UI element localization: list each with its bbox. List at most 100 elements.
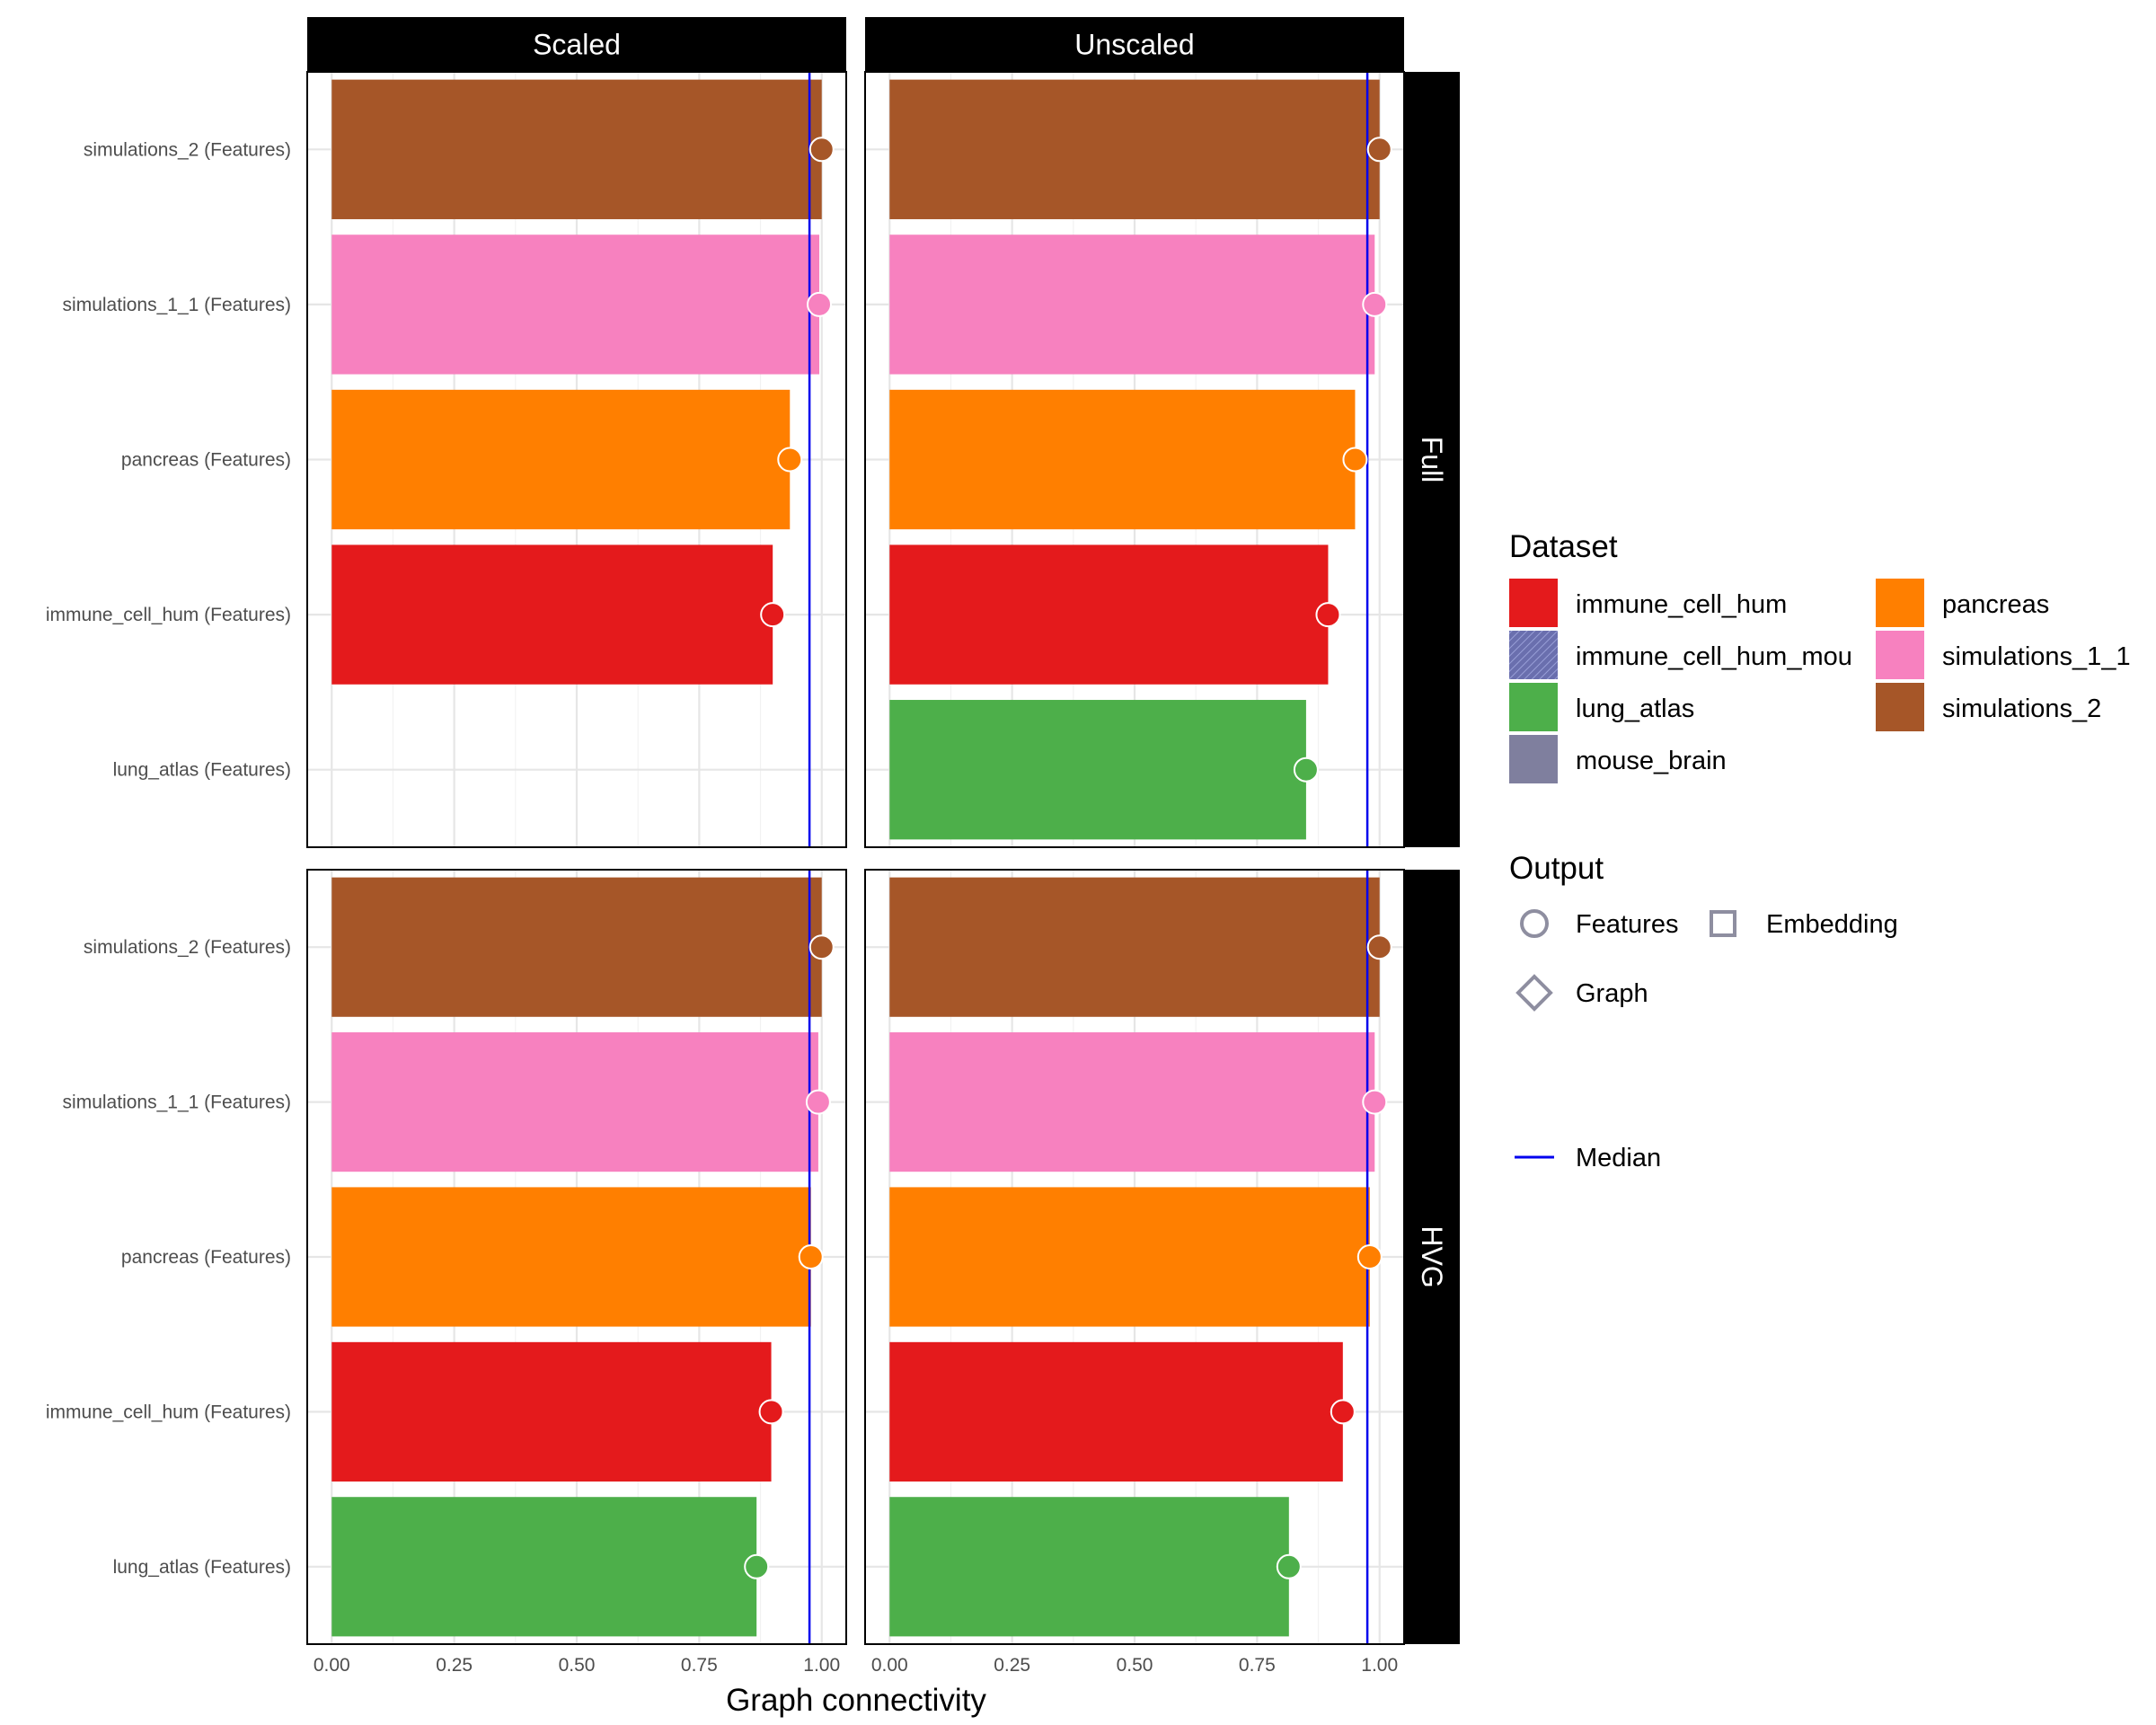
panel-border	[864, 869, 1405, 1645]
legend: Dataset immune_cell_hum immune_cell_hum_mo…	[1509, 529, 2131, 1172]
panel-border	[306, 869, 847, 1645]
bar-pancreas	[889, 1187, 1370, 1327]
x-tick-label: 0.25	[436, 1655, 473, 1676]
point-simulations_1_1	[1362, 1089, 1388, 1115]
legend-label-dataset: pancreas	[1942, 590, 2049, 619]
panel-border	[864, 71, 1405, 848]
point-simulations_2	[1366, 137, 1392, 163]
legend-label-output: Embedding	[1766, 910, 1898, 939]
bar-lung_atlas	[331, 1497, 757, 1637]
facet-strip-label: Scaled	[533, 29, 621, 61]
facet-strip-label: Full	[1416, 437, 1448, 483]
point-immune_cell_hum	[758, 1399, 784, 1425]
point-pancreas	[777, 447, 803, 473]
legend-swatch-immune_cell_hum	[1509, 579, 1558, 627]
x-tick-label: 0.50	[1117, 1655, 1153, 1676]
facet-strip-label: HVG	[1416, 1225, 1448, 1287]
y-tick-label: lung_atlas (Features)	[113, 760, 291, 781]
y-tick-label: simulations_2 (Features)	[84, 937, 291, 958]
x-tick-label: 0.00	[871, 1655, 908, 1676]
legend-title-output: Output	[1509, 851, 1604, 886]
y-tick-label: simulations_2 (Features)	[84, 139, 291, 160]
point-simulations_2	[808, 137, 835, 163]
y-tick-label: immune_cell_hum (Features)	[46, 1402, 291, 1422]
point-immune_cell_hum	[760, 602, 786, 628]
point-lung_atlas	[744, 1553, 770, 1579]
legend-swatch-immune_cell_hum_mou	[1509, 631, 1558, 679]
legend-label-median: Median	[1576, 1144, 1661, 1172]
legend-label-dataset: immune_cell_hum	[1576, 590, 1787, 619]
bar-lung_atlas	[889, 700, 1306, 840]
point-simulations_2	[1366, 934, 1392, 960]
bar-simulations_2	[331, 877, 822, 1017]
y-tick-label: lung_atlas (Features)	[113, 1557, 291, 1578]
panel-unscaled-hvg: 0.00 0.25 0.50 0.75 1.00	[864, 869, 1405, 1676]
bar-immune_cell_hum	[331, 1341, 772, 1482]
x-tick-label: 0.50	[559, 1655, 596, 1676]
point-immune_cell_hum	[1330, 1399, 1356, 1425]
panel-scaled-full: simulations_2 (Features) simulations_1_1 …	[46, 71, 847, 848]
facet-strip-label: Unscaled	[1074, 29, 1194, 61]
y-tick-label: pancreas (Features)	[121, 1247, 291, 1268]
bar-lung_atlas	[889, 1497, 1289, 1637]
legend-label-dataset: simulations_1_1	[1942, 642, 2131, 671]
x-tick-label: 1.00	[803, 1655, 840, 1676]
point-lung_atlas	[1276, 1553, 1302, 1579]
bar-simulations_1_1	[331, 234, 820, 375]
legend-label-dataset: mouse_brain	[1576, 747, 1727, 775]
point-simulations_2	[808, 934, 835, 960]
bar-simulations_2	[331, 79, 822, 219]
legend-label-dataset: simulations_2	[1942, 694, 2101, 723]
point-immune_cell_hum	[1315, 602, 1341, 628]
bar-pancreas	[331, 389, 791, 530]
y-tick-label: simulations_1_1 (Features)	[63, 1092, 291, 1113]
legend-label-output: Features	[1576, 910, 1678, 939]
bar-immune_cell_hum	[889, 1341, 1343, 1482]
point-simulations_1_1	[805, 1089, 831, 1115]
circle-icon	[1520, 909, 1549, 938]
diamond-icon	[1515, 974, 1553, 1012]
x-tick-label: 0.75	[681, 1655, 718, 1676]
facet-strip-hvg	[1404, 870, 1460, 1644]
legend-swatch-mouse_brain	[1509, 735, 1558, 783]
y-tick-label: immune_cell_hum (Features)	[46, 605, 291, 625]
bar-simulations_1_1	[889, 234, 1375, 375]
point-pancreas	[1342, 447, 1368, 473]
legend-label-dataset: immune_cell_hum_mou	[1576, 642, 1852, 671]
square-icon	[1710, 910, 1736, 937]
legend-label-dataset: lung_atlas	[1576, 694, 1694, 723]
bar-simulations_2	[889, 877, 1380, 1017]
legend-label-output: Graph	[1576, 979, 1648, 1008]
bar-pancreas	[331, 1187, 811, 1327]
x-tick-label: 0.25	[994, 1655, 1030, 1676]
x-tick-label: 0.00	[314, 1655, 350, 1676]
point-lung_atlas	[1293, 756, 1319, 783]
facet-strip-full	[1404, 72, 1460, 847]
x-tick-label: 1.00	[1361, 1655, 1398, 1676]
x-axis-title: Graph connectivity	[726, 1683, 986, 1718]
bar-pancreas	[889, 389, 1356, 530]
legend-swatch-lung_atlas	[1509, 683, 1558, 731]
point-pancreas	[798, 1244, 824, 1269]
point-simulations_1_1	[807, 291, 832, 317]
legend-swatch-pancreas	[1876, 579, 1924, 627]
panel-unscaled-full	[864, 71, 1405, 848]
bar-immune_cell_hum	[331, 544, 773, 685]
facet-strip-scaled	[307, 17, 846, 72]
panel-border	[306, 71, 847, 848]
x-tick-label: 0.75	[1239, 1655, 1276, 1676]
y-tick-label: simulations_1_1 (Features)	[63, 295, 291, 315]
legend-swatch-simulations_1_1	[1876, 631, 1924, 679]
facet-strip-unscaled	[865, 17, 1404, 72]
point-pancreas	[1356, 1244, 1383, 1269]
bar-simulations_2	[889, 79, 1380, 219]
legend-swatch-simulations_2	[1876, 683, 1924, 731]
legend-title-dataset: Dataset	[1509, 529, 1618, 564]
bar-simulations_1_1	[331, 1032, 818, 1172]
point-simulations_1_1	[1362, 291, 1388, 317]
y-tick-label: pancreas (Features)	[121, 450, 291, 471]
bar-immune_cell_hum	[889, 544, 1329, 685]
bar-simulations_1_1	[889, 1032, 1375, 1172]
panel-scaled-hvg: simulations_2 (Features) simulations_1_1 …	[46, 869, 847, 1676]
